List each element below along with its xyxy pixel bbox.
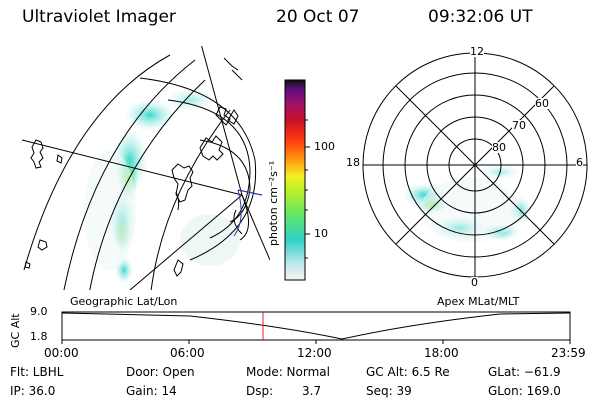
status-filter: Flt: LBHL: [10, 365, 64, 379]
status-seq: Seq: 39: [366, 384, 412, 398]
map-caption: Geographic Lat/Lon: [70, 295, 178, 308]
time-tick-0600: 06:00: [170, 346, 205, 360]
altitude-frame: [61, 311, 571, 341]
status-gc-alt: GC Alt: 6.5 Re: [366, 365, 450, 379]
status-dsp-value: 3.7: [302, 384, 322, 398]
status-dsp-label: Dsp:: [246, 384, 274, 398]
polar-plot: [362, 52, 588, 278]
colorbar-label-100: 100: [314, 140, 335, 153]
status-door: Door: Open: [126, 365, 195, 379]
polar-aurora: [402, 164, 532, 242]
polar-label-6: 6: [576, 156, 583, 169]
time-tick-1200: 12:00: [297, 346, 332, 360]
altitude-ytick-high: 9.0: [30, 305, 48, 318]
status-glon: GLon: 169.0: [488, 384, 561, 398]
polar-label-80: 80: [492, 141, 506, 154]
map-aurora: [84, 88, 240, 284]
status-gain: Gain: 14: [126, 384, 177, 398]
polar-label-18: 18: [346, 156, 360, 169]
colorbar: [284, 79, 310, 281]
time-tick-2359: 23:59: [551, 346, 586, 360]
map-grid: [22, 46, 270, 290]
date-label: 20 Oct 07: [276, 7, 360, 27]
map-coastlines: [24, 57, 243, 277]
status-glat: GLat: −61.9: [488, 365, 561, 379]
altitude-ytick-low: 1.8: [30, 330, 48, 343]
colorbar-label-10: 10: [314, 227, 328, 240]
polar-label-0: 0: [471, 276, 478, 289]
colorbar-unit-label: photon cm⁻²s⁻¹: [267, 160, 280, 246]
polar-label-60: 60: [535, 97, 549, 110]
altitude-ylabel: GC Alt: [9, 313, 22, 348]
colorbar-scale: [284, 79, 306, 281]
status-mode: Mode: Normal: [246, 365, 330, 379]
altitude-curve: [61, 312, 571, 340]
time-label: 09:32:06 UT: [428, 7, 533, 27]
altitude-panel: [61, 311, 571, 344]
time-tick-0000: 00:00: [44, 346, 79, 360]
polar-caption: Apex MLat/MLT: [437, 295, 520, 308]
status-ip: IP: 36.0: [10, 384, 56, 398]
instrument-title: Ultraviolet Imager: [22, 7, 176, 27]
time-tick-1800: 18:00: [424, 346, 459, 360]
polar-label-70: 70: [512, 119, 526, 132]
geographic-map: [22, 46, 270, 290]
polar-label-12: 12: [470, 45, 484, 58]
